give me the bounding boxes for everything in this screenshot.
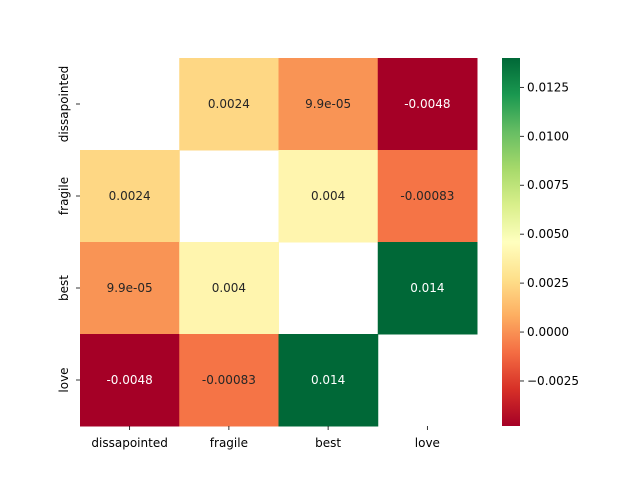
heatmap-cell xyxy=(80,334,180,427)
heatmap-cell xyxy=(179,58,279,151)
colorbar-tick-label: 0.0100 xyxy=(527,129,569,143)
x-axis: dissapointed fragile best love xyxy=(91,426,440,450)
cell-annotation: 9.9e-05 xyxy=(305,97,351,111)
x-tick-label: love xyxy=(415,436,440,450)
cell-annotation: 0.014 xyxy=(410,281,444,295)
heatmap-cell xyxy=(80,242,180,335)
heatmap-cell xyxy=(278,150,379,243)
cell-annotation: -0.0048 xyxy=(106,373,152,387)
y-tick-label: best xyxy=(57,275,71,301)
heatmap-cell xyxy=(179,242,279,335)
y-tick-label: fragile xyxy=(57,177,71,215)
heatmap-cell xyxy=(278,58,379,151)
heatmap-cell xyxy=(377,242,478,335)
colorbar-tick-label: 0.0125 xyxy=(527,80,569,94)
colorbar-tick-label: −0.0025 xyxy=(527,374,579,388)
x-tick-label: fragile xyxy=(210,436,248,450)
cell-annotation: -0.00083 xyxy=(400,189,454,203)
y-tick-label: dissapointed xyxy=(57,66,71,142)
heatmap-cell xyxy=(278,334,379,427)
cell-annotation: 9.9e-05 xyxy=(107,281,153,295)
colorbar-gradient xyxy=(502,58,520,426)
heatmap-cell xyxy=(377,58,478,151)
heatmap-cell xyxy=(80,150,180,243)
heatmap-cell xyxy=(377,150,478,243)
cell-annotation: -0.0048 xyxy=(404,97,450,111)
heatmap-cell xyxy=(179,334,279,427)
cell-annotation: 0.0024 xyxy=(109,189,151,203)
cell-annotation: 0.004 xyxy=(311,189,345,203)
y-axis: dissapointed fragile best love xyxy=(57,66,80,393)
x-tick-label: dissapointed xyxy=(91,436,167,450)
colorbar-tick-label: 0.0075 xyxy=(527,178,569,192)
heatmap-cells: 0.0024 9.9e-05 -0.0048 0.0024 0.004 -0.00083 9… xyxy=(80,58,478,427)
cell-annotation: -0.00083 xyxy=(202,373,256,387)
colorbar-tick-label: 0.0025 xyxy=(527,276,569,290)
colorbar: −0.0025 0.0000 0.0025 0.0050 0.0075 0.0100 0.0… xyxy=(502,58,579,426)
colorbar-tick-label: 0.0000 xyxy=(527,325,569,339)
cell-annotation: 0.014 xyxy=(311,373,345,387)
y-tick-label: love xyxy=(57,367,71,392)
colorbar-tick-label: 0.0050 xyxy=(527,227,569,241)
cell-annotation: 0.004 xyxy=(212,281,246,295)
cell-annotation: 0.0024 xyxy=(208,97,250,111)
x-tick-label: best xyxy=(315,436,341,450)
